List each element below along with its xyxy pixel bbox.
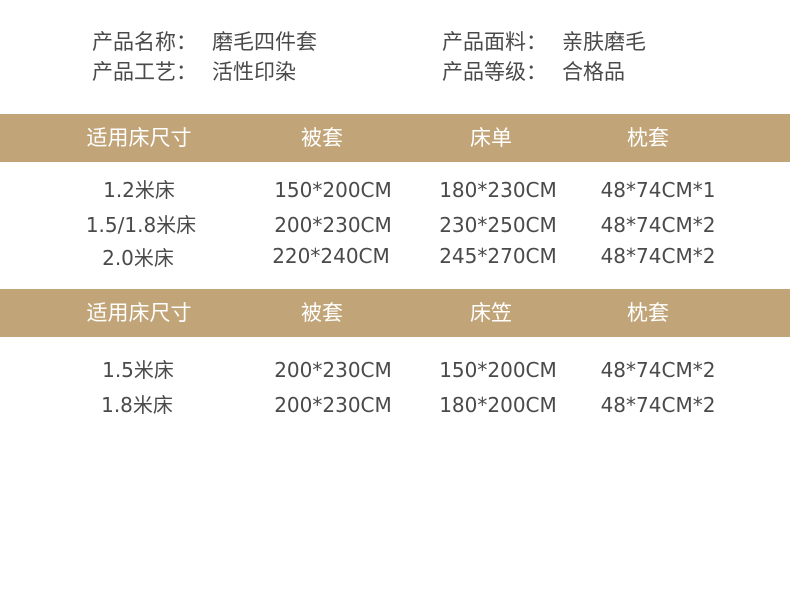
info-value-craft: 活性印染 xyxy=(212,60,296,84)
table-cell: 1.2米床 xyxy=(103,178,175,202)
table-cell: 200*230CM xyxy=(274,358,392,382)
info-value-grade: 合格品 xyxy=(562,60,625,84)
table-cell: 150*200CM xyxy=(439,358,557,382)
table-cell: 48*74CM*2 xyxy=(600,358,716,382)
info-label-grade: 产品等级： xyxy=(442,60,547,84)
table-cell: 200*230CM xyxy=(274,213,392,237)
table-cell: 180*200CM xyxy=(439,393,557,417)
table-cell: 150*200CM xyxy=(274,178,392,202)
table-cell: 1.8米床 xyxy=(101,393,173,417)
info-label-craft: 产品工艺： xyxy=(92,60,197,84)
info-value-name: 磨毛四件套 xyxy=(212,30,317,54)
table-cell: 220*240CM xyxy=(272,244,390,268)
table-cell: 2.0米床 xyxy=(102,246,174,270)
table-cell: 230*250CM xyxy=(439,213,557,237)
info-label-name: 产品名称： xyxy=(92,30,197,54)
table2-header-cell: 被套 xyxy=(301,301,343,325)
table-cell: 180*230CM xyxy=(439,178,557,202)
table-cell: 48*74CM*2 xyxy=(600,393,716,417)
table-cell: 48*74CM*1 xyxy=(600,178,716,202)
table1-header-cell: 枕套 xyxy=(627,126,669,150)
table2-header: 适用床尺寸 被套 床笠 枕套 xyxy=(0,289,790,337)
table-cell: 48*74CM*2 xyxy=(600,244,716,268)
table1-header-cell: 被套 xyxy=(301,126,343,150)
table2-header-cell: 适用床尺寸 xyxy=(86,301,192,325)
table1-header-cell: 适用床尺寸 xyxy=(86,126,192,150)
table-cell: 1.5/1.8米床 xyxy=(85,213,197,237)
table-cell: 200*230CM xyxy=(274,393,392,417)
info-label-fabric: 产品面料： xyxy=(442,30,547,54)
info-value-fabric: 亲肤磨毛 xyxy=(562,30,646,54)
table2-header-cell: 枕套 xyxy=(627,301,669,325)
table-cell: 1.5米床 xyxy=(102,358,174,382)
table-cell: 48*74CM*2 xyxy=(600,213,716,237)
table1-header: 适用床尺寸 被套 床单 枕套 xyxy=(0,114,790,162)
table-cell: 245*270CM xyxy=(439,244,557,268)
table2-header-cell: 床笠 xyxy=(470,301,512,325)
table1-header-cell: 床单 xyxy=(470,126,512,150)
